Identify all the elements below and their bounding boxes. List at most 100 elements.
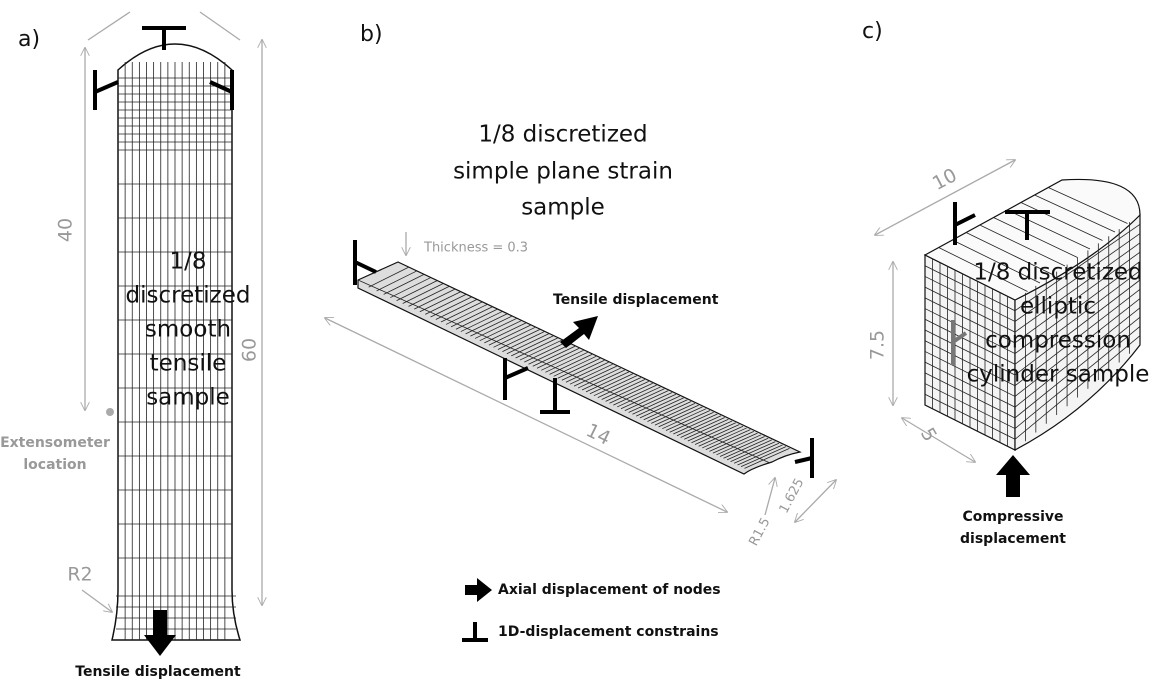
load-arrow xyxy=(996,455,1030,497)
mesh-line xyxy=(1034,194,1116,233)
mesh-line xyxy=(723,437,769,459)
mesh-line xyxy=(924,308,1016,354)
mesh-line xyxy=(924,372,1016,419)
mesh-line xyxy=(924,286,1016,333)
constraint-symbol xyxy=(93,26,234,110)
mesh-line xyxy=(419,291,461,313)
mesh-line xyxy=(435,299,477,320)
label-line: 1/8 xyxy=(169,249,206,275)
mesh-line xyxy=(368,266,409,288)
mesh-line xyxy=(408,286,450,307)
mesh-line xyxy=(1014,223,1141,312)
mesh-line xyxy=(376,270,417,292)
mesh-line xyxy=(737,444,783,466)
load-label: Tensile displacement xyxy=(553,292,719,308)
dimension: 10 xyxy=(929,164,961,195)
dimension: 60 xyxy=(239,338,261,362)
mesh-line xyxy=(396,280,438,301)
mesh-line xyxy=(924,329,1016,376)
mesh-line xyxy=(1014,307,1141,408)
mesh-line xyxy=(1048,187,1128,224)
mesh-line xyxy=(1014,288,1141,387)
mesh-line xyxy=(414,288,456,310)
label-line: 1/8 discretized xyxy=(973,260,1142,286)
dimension-line xyxy=(325,318,727,512)
legend-constraint xyxy=(462,622,488,642)
mesh-line xyxy=(965,232,1053,275)
mesh-line xyxy=(924,297,1016,344)
legend-arrow xyxy=(465,578,492,602)
load-label: displacement xyxy=(960,531,1066,547)
constraint-symbol xyxy=(953,202,1050,245)
mesh-line xyxy=(744,447,790,469)
mesh-line xyxy=(924,276,1016,322)
label-line: sample xyxy=(146,385,230,411)
label-line: smooth xyxy=(145,317,231,343)
radius-label: R2 xyxy=(67,564,92,586)
dimension: 5 xyxy=(916,424,941,445)
mesh-line xyxy=(430,296,472,318)
mesh-line xyxy=(425,294,467,315)
mesh-line xyxy=(733,442,780,464)
leader-line xyxy=(81,589,112,612)
mesh-line xyxy=(1007,209,1091,250)
mesh-line xyxy=(1014,298,1141,397)
legend-label: 1D-displacement constrains xyxy=(498,624,719,640)
mesh-line xyxy=(1014,279,1141,376)
mesh-line xyxy=(1014,261,1141,354)
mesh-line xyxy=(924,351,1016,397)
label-line: elliptic xyxy=(1020,294,1096,320)
label-line: 1/8 discretized xyxy=(478,122,647,148)
load-label: Compressive xyxy=(963,509,1064,525)
dimension-line xyxy=(87,11,131,41)
dimension-line xyxy=(902,418,975,462)
mesh-line xyxy=(730,441,776,462)
mesh-line xyxy=(924,383,1016,429)
dimension: 40 xyxy=(55,218,77,242)
mesh-line xyxy=(1014,233,1141,322)
mesh-line xyxy=(1014,316,1141,419)
mesh-line xyxy=(740,446,787,468)
panel-label: 1/8 discretized smooth tensile sample xyxy=(126,249,251,411)
panel-tag: c) xyxy=(862,19,883,44)
thickness-label: Thickness = 0.3 xyxy=(423,241,528,256)
mesh-line xyxy=(726,439,772,461)
mesh-line xyxy=(1014,335,1141,440)
label-line: sample xyxy=(521,195,605,221)
load-label: Tensile displacement xyxy=(75,664,241,680)
mesh-line xyxy=(383,274,425,295)
mesh-line xyxy=(924,361,1016,408)
mesh-line xyxy=(924,340,1016,387)
mesh-line xyxy=(924,393,1016,440)
mesh-line xyxy=(1014,326,1141,429)
dimension-line xyxy=(795,480,836,522)
radius-label: R1.5 xyxy=(746,515,773,548)
mesh-line xyxy=(1020,202,1103,241)
cylinder-mesh xyxy=(923,178,1141,452)
extensometer-label: Extensometer xyxy=(0,435,110,451)
mesh-line xyxy=(1014,242,1141,333)
mesh-line xyxy=(1014,251,1141,344)
dimension: 1.625 xyxy=(777,476,808,516)
leader-line xyxy=(764,478,775,516)
tensile-mesh xyxy=(111,43,242,641)
label-line: cylinder sample xyxy=(967,362,1150,388)
mesh-line xyxy=(938,247,1028,292)
mesh-line xyxy=(390,277,431,298)
extensometer-point xyxy=(106,408,114,416)
load-arrow xyxy=(144,610,176,656)
panel-tag: a) xyxy=(18,27,40,52)
load-arrow xyxy=(560,316,598,348)
mesh-line xyxy=(924,265,1016,312)
label-line: tensile xyxy=(150,351,227,377)
mesh-line xyxy=(924,318,1016,365)
mesh-line xyxy=(402,283,444,304)
constraint-symbol xyxy=(951,320,968,365)
label-line: discretized xyxy=(126,283,251,309)
legend-label: Axial displacement of nodes xyxy=(498,582,721,598)
extensometer-label: location xyxy=(23,457,86,473)
dimension: 7.5 xyxy=(867,330,889,360)
